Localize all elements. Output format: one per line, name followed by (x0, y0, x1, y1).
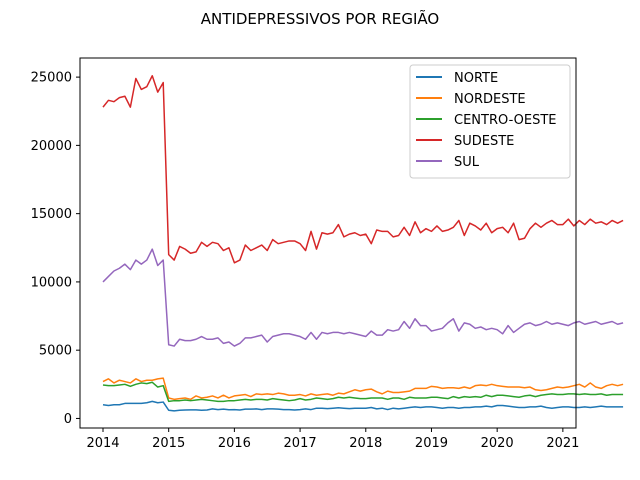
legend-label: CENTRO-OESTE (454, 113, 557, 128)
legend-label: SUL (454, 155, 480, 170)
legend-label: SUDESTE (454, 134, 514, 149)
legend-box (409, 64, 571, 179)
series-layer (102, 75, 624, 412)
legend-label: NORDESTE (454, 92, 526, 107)
x-tick-label: 2014 (86, 436, 119, 451)
series-line-sul (102, 248, 624, 347)
series-line-centro-oeste (102, 381, 624, 403)
y-tick-label: 5000 (39, 344, 72, 359)
y-tick-label: 10000 (31, 275, 72, 290)
series-line-norte (102, 400, 624, 412)
series-line-nordeste (102, 377, 624, 401)
legend: NORTE NORDESTE CENTRO-OESTE SUDESTE SUL (409, 64, 571, 179)
series-line-sudeste (102, 75, 624, 264)
legend-label: NORTE (454, 71, 498, 86)
x-tick-label: 2020 (481, 436, 514, 451)
y-tick-label: 20000 (31, 139, 72, 154)
x-tick-label: 2019 (415, 436, 448, 451)
plot-frame (79, 57, 577, 429)
x-tick-label: 2018 (349, 436, 382, 451)
y-tick-label: 25000 (31, 71, 72, 86)
chart-title: ANTIDEPRESSIVOS POR REGIÃO (201, 9, 439, 28)
x-tick-label: 2017 (284, 436, 317, 451)
y-tick-label: 0 (64, 412, 72, 427)
x-tick-label: 2016 (218, 436, 251, 451)
y-tick-label: 15000 (31, 207, 72, 222)
x-tick-label: 2015 (152, 436, 185, 451)
x-axis: 2014 2015 2016 2017 2018 2019 2020 2021 (86, 428, 579, 451)
x-tick-label: 2021 (546, 436, 579, 451)
y-axis: 0 5000 10000 15000 20000 25000 (31, 71, 80, 427)
